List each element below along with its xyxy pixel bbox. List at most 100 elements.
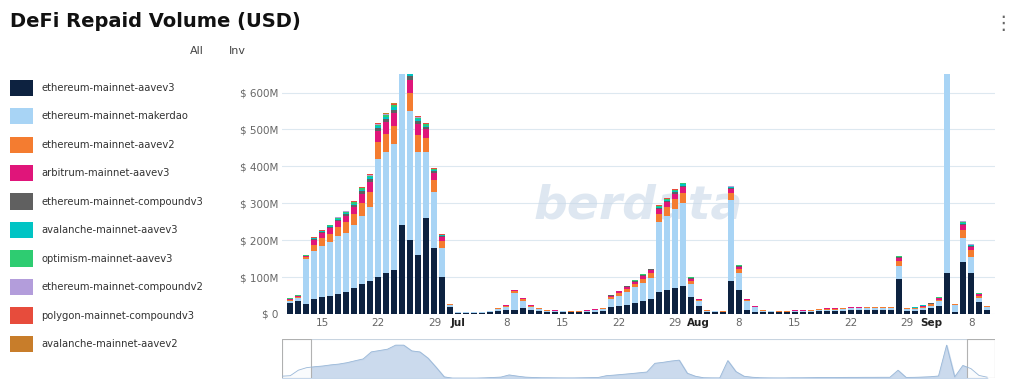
Bar bbox=[856, 310, 862, 314]
Bar bbox=[439, 235, 445, 236]
Bar bbox=[800, 311, 806, 312]
Bar bbox=[840, 308, 846, 309]
Text: ethereum-mainnet-compoundv3: ethereum-mainnet-compoundv3 bbox=[41, 197, 203, 207]
Bar bbox=[559, 312, 565, 314]
Bar bbox=[303, 304, 309, 314]
Bar bbox=[336, 236, 342, 294]
Bar bbox=[816, 309, 822, 310]
Bar bbox=[760, 310, 765, 312]
Bar bbox=[512, 291, 517, 293]
Bar bbox=[664, 290, 670, 314]
Bar bbox=[944, 13, 950, 15]
Bar bbox=[384, 273, 389, 314]
Bar bbox=[936, 306, 942, 314]
Bar bbox=[607, 297, 614, 299]
Bar bbox=[720, 312, 725, 314]
Bar bbox=[424, 124, 429, 126]
Bar bbox=[424, 218, 429, 314]
Bar bbox=[384, 117, 389, 119]
Text: optimism-mainnet-aavev3: optimism-mainnet-aavev3 bbox=[41, 254, 172, 264]
Bar bbox=[880, 308, 886, 310]
Bar bbox=[336, 222, 342, 227]
Text: All: All bbox=[190, 46, 203, 56]
Bar bbox=[391, 126, 397, 144]
Bar bbox=[896, 266, 902, 279]
Bar bbox=[800, 312, 806, 314]
Bar bbox=[359, 190, 365, 191]
Bar bbox=[407, 71, 413, 72]
Bar bbox=[656, 209, 662, 214]
Bar bbox=[704, 310, 710, 312]
Bar bbox=[824, 311, 830, 314]
Bar bbox=[319, 230, 325, 231]
Bar bbox=[287, 303, 293, 314]
Bar bbox=[407, 72, 413, 74]
Bar bbox=[311, 299, 317, 314]
Bar bbox=[282, 339, 311, 378]
Bar bbox=[351, 201, 357, 202]
Bar bbox=[840, 309, 846, 310]
Bar bbox=[416, 124, 422, 135]
Bar bbox=[752, 312, 758, 314]
Text: ethereum-mainnet-compoundv2: ethereum-mainnet-compoundv2 bbox=[41, 282, 203, 292]
Bar bbox=[984, 307, 990, 310]
Bar bbox=[656, 214, 662, 222]
Bar bbox=[359, 203, 365, 216]
Bar bbox=[664, 202, 670, 207]
Bar bbox=[359, 187, 365, 188]
Bar bbox=[351, 215, 357, 225]
Bar bbox=[407, 111, 413, 240]
Bar bbox=[984, 306, 990, 307]
Bar bbox=[687, 281, 694, 284]
Bar bbox=[344, 214, 349, 216]
Bar bbox=[616, 291, 622, 293]
Bar bbox=[399, 71, 405, 225]
Bar bbox=[344, 292, 349, 314]
Bar bbox=[944, 15, 950, 17]
Bar bbox=[639, 278, 645, 283]
Text: DeFi Repaid Volume (USD): DeFi Repaid Volume (USD) bbox=[10, 12, 301, 31]
Bar bbox=[336, 294, 342, 314]
Bar bbox=[752, 307, 758, 312]
Bar bbox=[889, 308, 894, 310]
Bar bbox=[327, 296, 333, 314]
Bar bbox=[576, 312, 582, 314]
Bar bbox=[424, 152, 429, 218]
Bar bbox=[479, 313, 485, 314]
Bar bbox=[431, 173, 437, 180]
Bar bbox=[391, 269, 397, 314]
Bar bbox=[416, 152, 422, 255]
Bar bbox=[416, 119, 422, 121]
Bar bbox=[303, 257, 309, 259]
Bar bbox=[384, 114, 389, 115]
Bar bbox=[680, 183, 685, 184]
Bar bbox=[960, 262, 966, 314]
Bar bbox=[727, 187, 734, 188]
Bar bbox=[295, 296, 302, 297]
Bar bbox=[680, 187, 685, 193]
Bar bbox=[889, 310, 894, 314]
Bar bbox=[599, 311, 605, 314]
Bar bbox=[527, 306, 534, 307]
Bar bbox=[447, 305, 453, 307]
Bar bbox=[696, 306, 702, 314]
Bar bbox=[344, 222, 349, 233]
Bar bbox=[712, 311, 718, 312]
Bar bbox=[376, 142, 382, 159]
Bar bbox=[359, 216, 365, 284]
Bar bbox=[680, 286, 685, 314]
Bar bbox=[599, 308, 605, 309]
Bar bbox=[327, 242, 333, 296]
Bar bbox=[327, 228, 333, 234]
Bar bbox=[303, 259, 309, 304]
Bar bbox=[704, 312, 710, 314]
Text: ⋮: ⋮ bbox=[993, 14, 1013, 33]
Bar bbox=[687, 278, 694, 281]
Bar bbox=[944, 12, 950, 13]
Bar bbox=[336, 227, 342, 236]
Bar bbox=[367, 174, 373, 175]
Bar bbox=[327, 226, 333, 227]
Bar bbox=[672, 288, 678, 314]
Bar bbox=[969, 273, 975, 314]
Bar bbox=[832, 311, 838, 314]
